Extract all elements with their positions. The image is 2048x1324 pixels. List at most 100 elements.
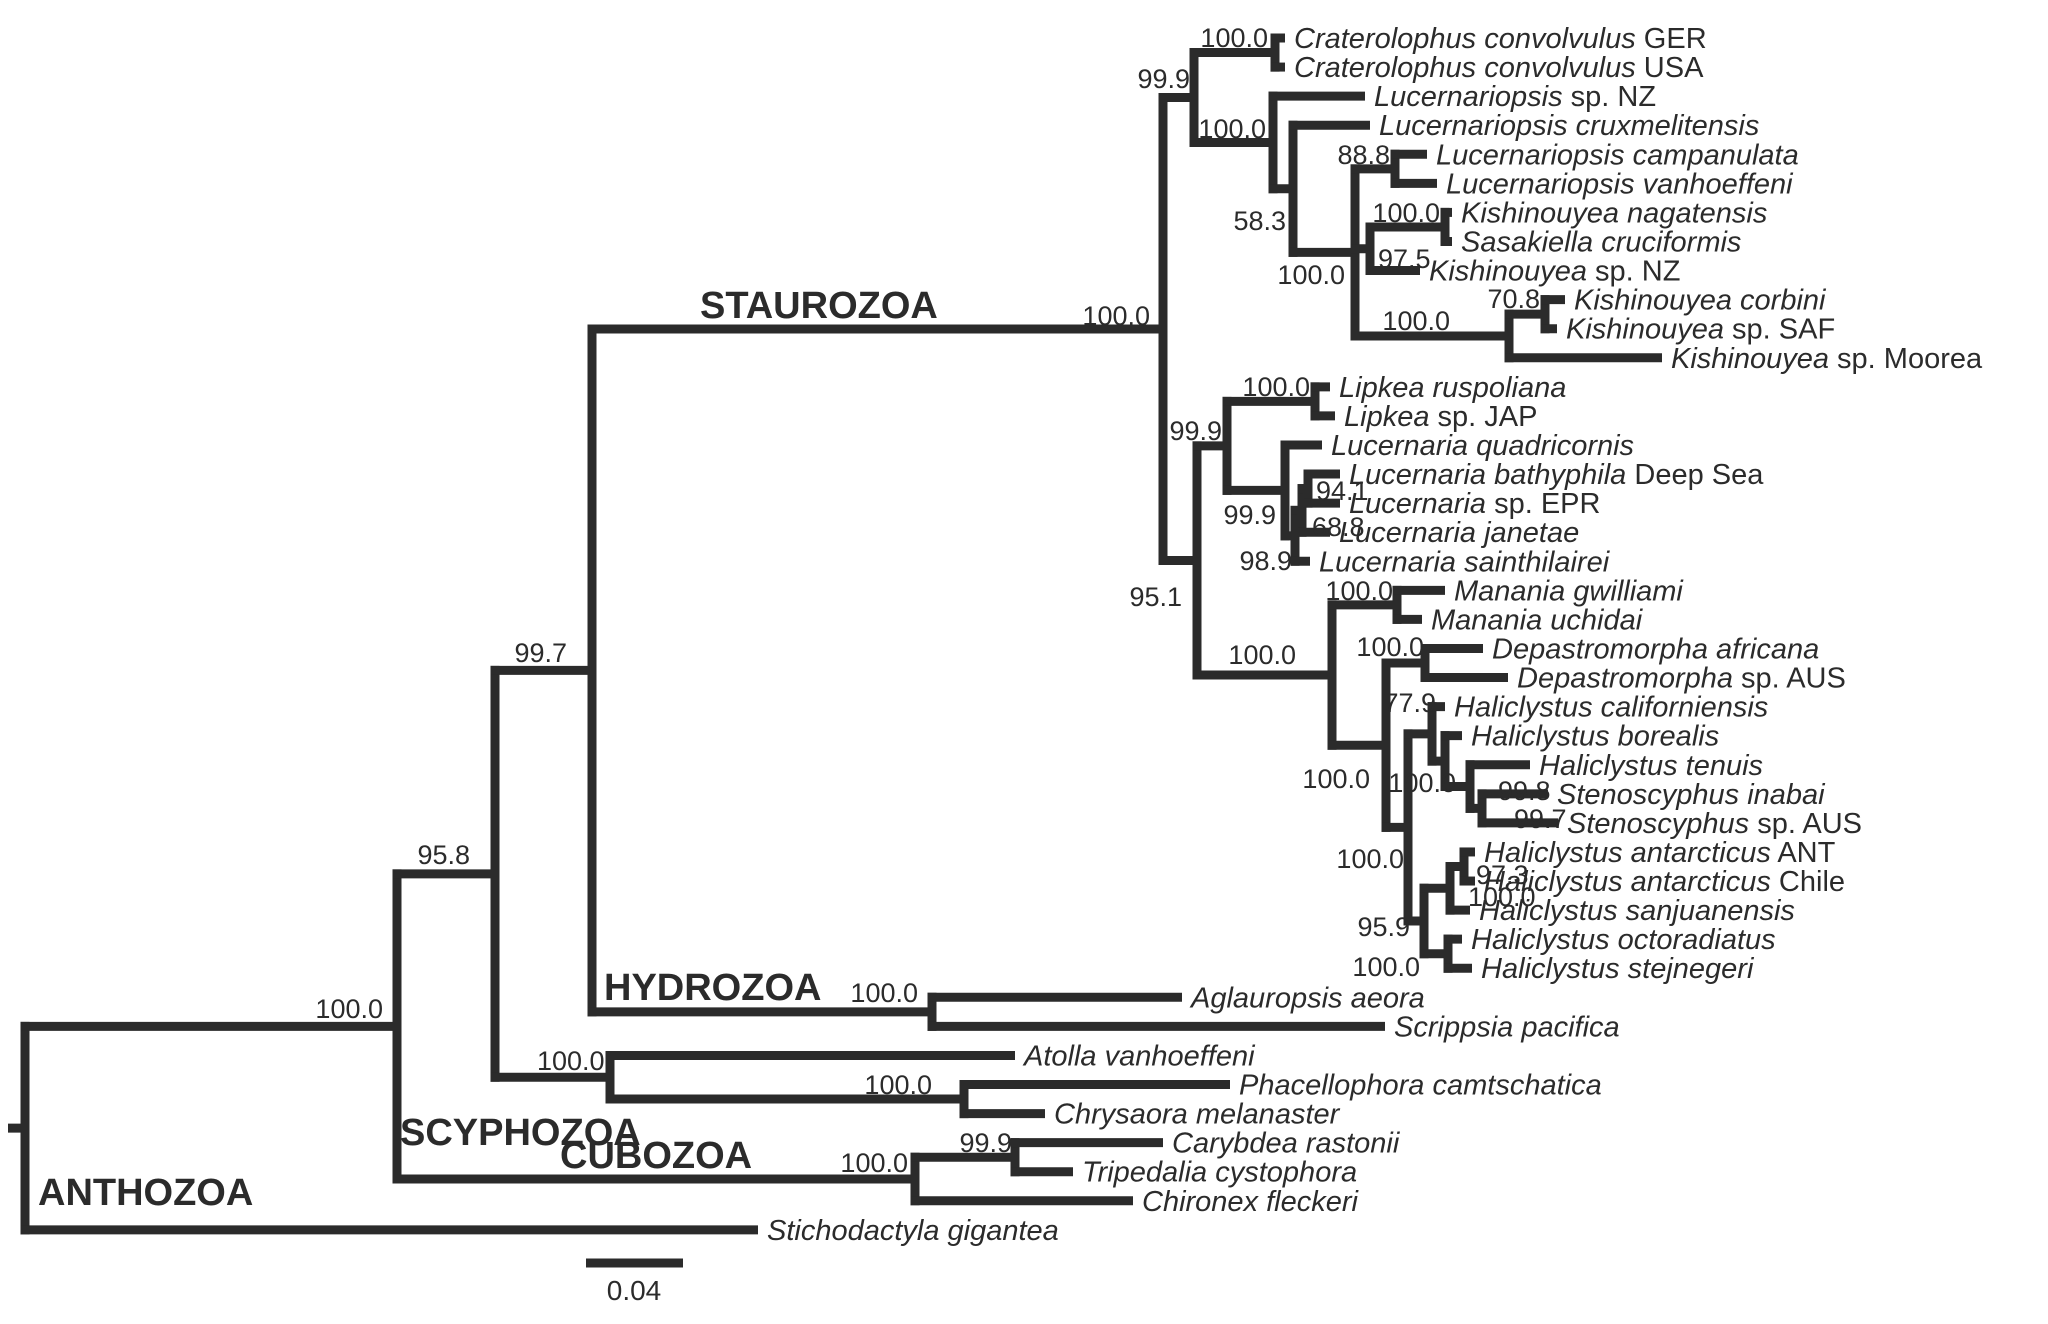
taxon-name-suffix: sp. NZ: [1563, 81, 1656, 113]
taxon-name-suffix: sp. SAF: [1724, 314, 1835, 346]
taxon-label: Haliclystus antarcticus ANT: [1484, 837, 1836, 869]
taxon-label: Lucernaria bathyphila Deep Sea: [1349, 459, 1764, 491]
clade-label-anthozoa: ANTHOZOA: [38, 1172, 253, 1214]
taxon-name-italic: Chironex fleckeri: [1142, 1186, 1360, 1218]
support-value: 95.8: [417, 840, 470, 870]
taxon-name-italic: Scrippsia pacifica: [1394, 1011, 1620, 1043]
taxon-label: Manania gwilliami: [1454, 575, 1684, 607]
support-value: 94.1: [1316, 476, 1369, 506]
support-value: 99.7: [514, 638, 567, 668]
support-value: 77.9: [1383, 688, 1436, 718]
taxon-label: Craterolophus convolvulus USA: [1294, 52, 1704, 84]
support-value: 70.8: [1487, 284, 1540, 314]
taxon-name-suffix: ANT: [1771, 837, 1836, 869]
support-value: 100.0: [850, 978, 918, 1008]
taxon-name-italic: Lucernaria: [1349, 488, 1486, 520]
taxon-label: Stichodactyla gigantea: [767, 1215, 1059, 1247]
clade-label-cubozoa: CUBOZOA: [560, 1135, 752, 1177]
taxon-name-italic: Haliclystus tenuis: [1539, 750, 1763, 782]
taxon-label: Chironex fleckeri: [1142, 1186, 1360, 1218]
taxon-name-italic: Lucernaria janetae: [1339, 517, 1579, 549]
taxon-label: Lucernariopsis cruxmelitensis: [1379, 110, 1759, 142]
clade-label-scyphozoa: SCYPHOZOA: [400, 1112, 641, 1154]
taxon-name-suffix: sp. JAP: [1429, 401, 1537, 433]
taxon-name-italic: Manania uchidai: [1431, 604, 1644, 636]
taxon-label: Lipkea sp. JAP: [1344, 401, 1537, 433]
taxon-name-italic: Kishinouyea: [1566, 314, 1724, 346]
taxon-name-italic: Phacellophora camtschatica: [1239, 1070, 1602, 1102]
taxon-label: Atolla vanhoeffeni: [1022, 1040, 1256, 1072]
taxon-label: Haliclystus sanjuanensis: [1479, 895, 1795, 927]
taxon-label: Lucernaria janetae: [1339, 517, 1579, 549]
taxon-label: Kishinouyea sp. SAF: [1566, 314, 1835, 346]
taxon-name-suffix: sp. EPR: [1486, 488, 1600, 520]
taxon-label: Lucernaria quadricornis: [1331, 430, 1634, 462]
support-value: 100.0: [1468, 882, 1536, 912]
taxon-name-italic: Kishinouyea: [1671, 343, 1829, 375]
taxon-label: Scrippsia pacifica: [1394, 1011, 1620, 1043]
taxon-name-italic: Haliclystus stejnegeri: [1481, 953, 1755, 985]
taxon-name-italic: Tripedalia cystophora: [1082, 1157, 1357, 1189]
taxon-name-italic: Craterolophus convolvulus: [1294, 23, 1636, 55]
taxon-label: Haliclystus octoradiatus: [1471, 924, 1776, 956]
taxon-name-italic: Lucernariopsis vanhoeffeni: [1446, 168, 1794, 200]
taxon-name-suffix: USA: [1636, 52, 1704, 84]
taxon-name-italic: Haliclystus sanjuanensis: [1479, 895, 1795, 927]
support-value: 100.0: [1228, 640, 1296, 670]
taxon-label: Haliclystus stejnegeri: [1481, 953, 1755, 985]
support-value: 95.9: [1357, 912, 1410, 942]
taxon-label: Lipkea ruspoliana: [1339, 372, 1566, 404]
tree-labels: 100.0 95.8 99.7 100.0 99.9 100.0 Craterolophus…: [38, 23, 1983, 1306]
taxon-label: Lucernaria sp. EPR: [1349, 488, 1600, 520]
taxon-name-italic: Lipkea: [1344, 401, 1429, 433]
support-value: 100.0: [840, 1148, 908, 1178]
taxon-name-italic: Kishinouyea nagatensis: [1461, 197, 1767, 229]
support-value: 98.9: [1239, 546, 1292, 576]
taxon-name-suffix: GER: [1636, 23, 1707, 55]
taxon-name-italic: Lucernaria sainthilairei: [1319, 546, 1611, 578]
support-value: 100.0: [1242, 372, 1310, 402]
support-value: 100.0: [1200, 23, 1268, 53]
taxon-name-italic: Lucernaria bathyphila: [1349, 459, 1626, 491]
taxon-name-italic: Haliclystus californiensis: [1454, 692, 1768, 724]
taxon-name-suffix: sp. NZ: [1587, 256, 1680, 288]
tree-branches: [8, 33, 1662, 1268]
support-value: 100.0: [1277, 260, 1345, 290]
scale-bar-label: 0.04: [607, 1275, 662, 1306]
support-value: 99.7: [1514, 804, 1567, 834]
taxon-label: Carybdea rastonii: [1172, 1128, 1401, 1160]
taxon-name-italic: Haliclystus antarcticus: [1484, 837, 1771, 869]
taxon-label: Kishinouyea nagatensis: [1461, 197, 1767, 229]
taxon-name-italic: Carybdea rastonii: [1172, 1128, 1401, 1160]
taxon-name-italic: Lipkea ruspoliana: [1339, 372, 1566, 404]
taxon-name-italic: Kishinouyea: [1429, 256, 1587, 288]
taxon-name-italic: Depastromorpha: [1517, 663, 1733, 695]
taxon-label: Craterolophus convolvulus GER: [1294, 23, 1707, 55]
taxon-name-italic: Haliclystus antarcticus: [1484, 866, 1771, 898]
taxon-name-suffix: Deep Sea: [1626, 459, 1764, 491]
support-value: 99.8: [1498, 776, 1551, 806]
taxon-label: Haliclystus tenuis: [1539, 750, 1763, 782]
support-value: 99.9: [1223, 500, 1276, 530]
taxon-name-italic: Lucernaria quadricornis: [1331, 430, 1634, 462]
taxon-name-italic: Aglauropsis aeora: [1189, 982, 1425, 1014]
support-value: 100.0: [315, 994, 383, 1024]
support-value: 100.0: [1382, 306, 1450, 336]
taxon-name-italic: Atolla vanhoeffeni: [1022, 1040, 1256, 1072]
support-value: 100.0: [1336, 844, 1404, 874]
support-value: 100.0: [1388, 768, 1456, 798]
taxon-label: Depastromorpha sp. AUS: [1517, 663, 1846, 695]
support-value: 95.1: [1129, 582, 1182, 612]
taxon-name-suffix: sp. AUS: [1733, 663, 1846, 695]
support-value: 58.3: [1233, 206, 1286, 236]
taxon-label: Kishinouyea sp. Moorea: [1671, 343, 1983, 375]
support-value: 100.0: [1325, 576, 1393, 606]
taxon-name-italic: Stenoscyphus: [1567, 808, 1749, 840]
taxon-label: Tripedalia cystophora: [1082, 1157, 1357, 1189]
taxon-label: Lucernaria sainthilairei: [1319, 546, 1611, 578]
clade-label-hydrozoa: HYDROZOA: [604, 967, 821, 1009]
taxon-name-italic: Stichodactyla gigantea: [767, 1215, 1059, 1247]
support-value: 100.0: [1372, 198, 1440, 228]
